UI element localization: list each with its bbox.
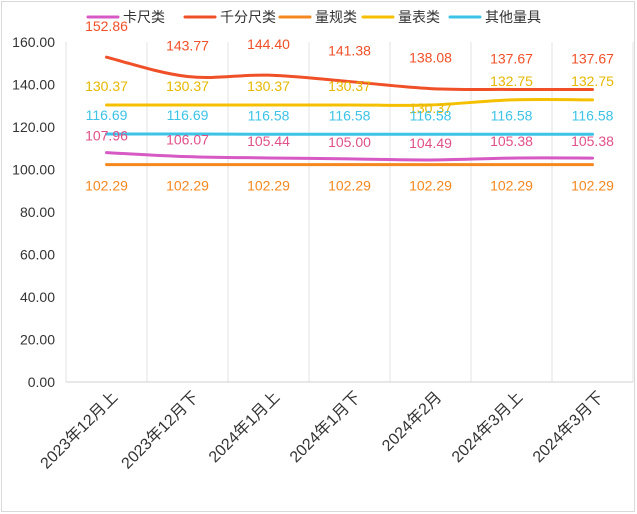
data-label: 144.40 — [247, 36, 290, 52]
data-label: 105.38 — [571, 133, 614, 149]
data-label: 102.29 — [328, 178, 371, 194]
x-tick-label: 2023年12月上 — [37, 388, 121, 472]
data-label: 130.37 — [409, 100, 452, 116]
y-tick-label: 80.00 — [20, 204, 55, 220]
series-line-3 — [105, 98, 594, 107]
legend: 卡尺类 千分尺类 量规类 量表类 其他量具 — [86, 9, 541, 25]
x-tick-label: 2023年12月下 — [118, 388, 202, 472]
data-label: 152.86 — [85, 18, 128, 34]
data-label: 116.69 — [86, 107, 128, 123]
data-label: 107.96 — [85, 128, 128, 144]
data-label: 105.00 — [328, 134, 371, 150]
y-tick-label: 100.00 — [12, 162, 55, 178]
data-label: 102.29 — [409, 178, 452, 194]
legend-label: 卡尺类 — [123, 9, 165, 25]
x-tick-label: 2024年1月下 — [286, 388, 364, 466]
data-label: 102.29 — [247, 178, 290, 194]
data-label: 116.58 — [248, 107, 290, 123]
y-tick-label: 120.00 — [12, 119, 55, 135]
data-label: 130.37 — [166, 78, 209, 94]
data-label: 132.75 — [490, 73, 533, 89]
data-label-layer: 107.96 106.07 105.44 105.00 104.49 105.38 105.… — [85, 18, 614, 193]
legend-label: 量规类 — [315, 9, 357, 25]
data-label: 116.69 — [167, 107, 209, 123]
data-label: 137.67 — [571, 50, 614, 66]
y-tick-label: 160.00 — [12, 34, 55, 50]
data-label: 104.49 — [409, 135, 452, 151]
data-label: 132.75 — [571, 73, 614, 89]
data-label: 138.08 — [409, 50, 452, 66]
data-label: 105.44 — [247, 133, 290, 149]
data-label: 102.29 — [490, 178, 533, 194]
legend-label: 量表类 — [398, 9, 440, 25]
x-tick-label: 2024年3月上 — [448, 388, 526, 466]
y-tick-label: 20.00 — [20, 332, 55, 348]
legend-label: 其他量具 — [485, 9, 541, 25]
data-label: 116.58 — [572, 107, 614, 123]
data-label: 141.38 — [328, 43, 371, 59]
data-label: 116.58 — [410, 107, 452, 123]
y-tick-label: 0.00 — [28, 374, 55, 390]
data-label: 102.29 — [85, 178, 128, 194]
data-label: 130.37 — [85, 78, 128, 94]
data-label: 105.38 — [490, 133, 533, 149]
series-layer — [105, 55, 594, 167]
data-label: 143.77 — [166, 37, 209, 53]
y-tick-label: 140.00 — [12, 77, 55, 93]
data-label: 102.29 — [166, 178, 209, 194]
y-tick-label: 40.00 — [20, 289, 55, 305]
legend-label: 千分尺类 — [220, 9, 276, 25]
data-label: 130.37 — [328, 78, 371, 94]
series-line-0 — [105, 151, 594, 162]
data-label: 116.58 — [491, 107, 533, 123]
data-label: 116.58 — [329, 107, 371, 123]
x-tick-label: 2024年3月下 — [529, 388, 607, 466]
data-label: 130.37 — [247, 78, 290, 94]
data-label: 102.29 — [571, 178, 614, 194]
x-tick-label: 2024年2月 — [379, 388, 446, 455]
grid-layer — [65, 42, 634, 382]
data-label: 106.07 — [166, 132, 209, 148]
y-tick-label: 60.00 — [20, 247, 55, 263]
x-tick-label: 2024年1月上 — [205, 388, 283, 466]
series-line-1 — [105, 55, 594, 92]
data-label: 137.67 — [490, 50, 533, 66]
